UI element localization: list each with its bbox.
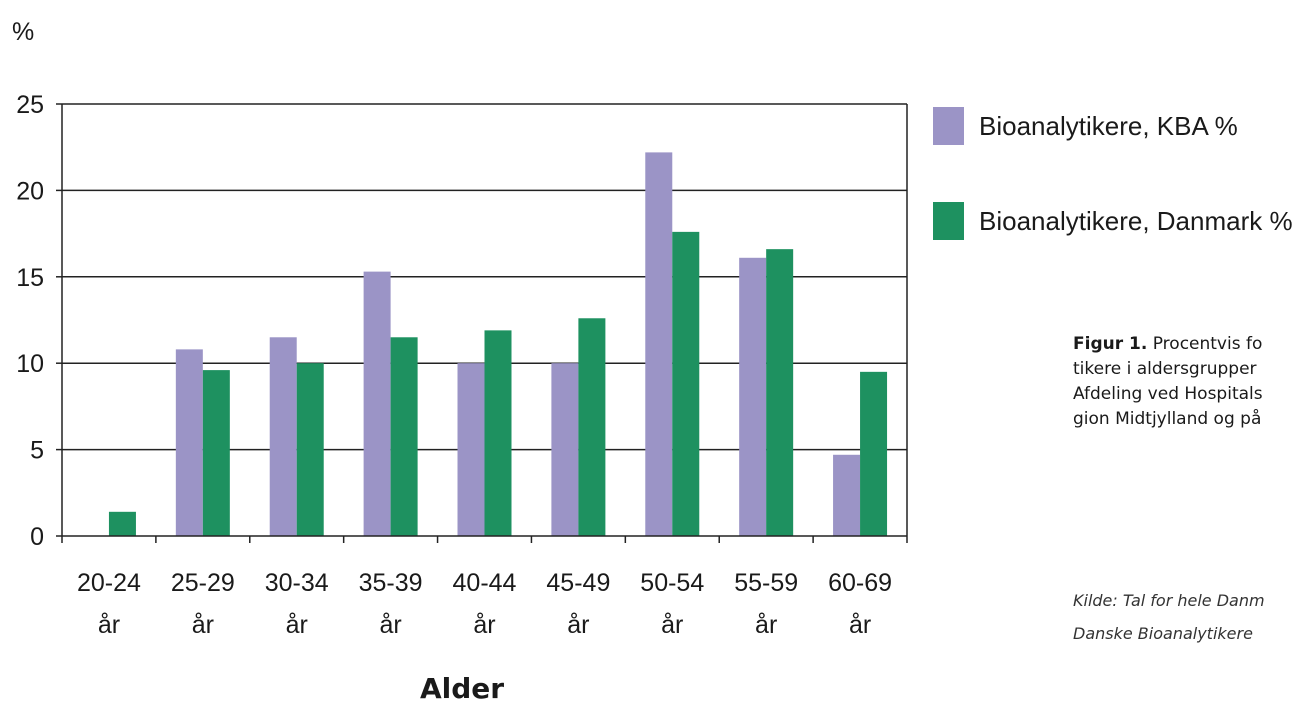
x-tick-label: 55-59 xyxy=(734,569,798,597)
bar-series-2 xyxy=(860,371,888,536)
bar-series-1 xyxy=(269,337,297,536)
caption-line: tikere i aldersgrupper xyxy=(1073,359,1257,379)
figure-label: Figur 1. xyxy=(1073,334,1148,354)
caption-text: Procentvis fo xyxy=(1152,334,1263,354)
caption-line: Figur 1. Procentvis fo xyxy=(1073,332,1316,357)
x-tick-label: 40-44 xyxy=(453,569,517,597)
bar-series-1 xyxy=(175,349,203,536)
source-line: Kilde: Tal for hele Danm xyxy=(1073,591,1265,610)
bar-series-1 xyxy=(739,257,767,536)
x-tick-label-unit: år xyxy=(849,611,871,639)
x-tick-label: 30-34 xyxy=(265,569,329,597)
x-tick-label: 45-49 xyxy=(546,569,610,597)
x-tick-label: 20-24 xyxy=(77,569,141,597)
figure-caption: Figur 1. Procentvis fo tikere i aldersgr… xyxy=(1073,332,1316,432)
x-tick-label: 35-39 xyxy=(359,569,423,597)
x-tick-labels: 20-24 år 25-29 år 30-34 år 35-39 år 40-44 år 45-49… xyxy=(77,569,892,639)
y-tick-label: 20 xyxy=(16,177,44,205)
x-tick-label-unit: år xyxy=(286,611,308,639)
legend-label: Bioanalytikere, KBA % xyxy=(979,111,1238,141)
bar-series-2 xyxy=(202,370,230,536)
y-axis-label: % xyxy=(12,18,34,46)
x-tick-label-unit: år xyxy=(473,611,495,639)
x-tick-label-unit: år xyxy=(755,611,777,639)
legend: Bioanalytikere, KBA % Bioanalytikere, Dan… xyxy=(933,107,1293,240)
bar-series-2 xyxy=(108,511,136,536)
x-tick-label: 50-54 xyxy=(640,569,704,597)
y-tick-label: 25 xyxy=(16,91,44,119)
caption-line: Afdeling ved Hospitals xyxy=(1073,384,1263,404)
source-line: Danske Bioanalytikere xyxy=(1073,624,1253,643)
y-tick-label: 10 xyxy=(16,350,44,378)
legend-swatch xyxy=(933,202,964,240)
axes xyxy=(61,104,908,543)
bar-series-1 xyxy=(363,271,391,536)
bar-series-2 xyxy=(766,249,794,537)
legend-label: Bioanalytikere, Danmark % xyxy=(979,206,1293,236)
legend-swatch xyxy=(933,107,964,145)
y-tick-label: 5 xyxy=(30,437,44,465)
bar-series-1 xyxy=(833,454,861,536)
bar-series-1 xyxy=(551,363,579,536)
y-tick-label: 15 xyxy=(16,264,44,292)
bar-series-2 xyxy=(578,318,606,536)
y-tick-label: 0 xyxy=(30,523,44,551)
x-tick-label-unit: år xyxy=(661,611,683,639)
x-tick-label-unit: år xyxy=(98,611,120,639)
y-tick-labels: 0 5 10 15 20 25 xyxy=(16,91,44,551)
bar-series-2 xyxy=(484,330,512,536)
bar-series-2 xyxy=(672,231,700,536)
bars xyxy=(108,152,888,537)
x-tick-label: 25-29 xyxy=(171,569,235,597)
source-note: Kilde: Tal for hele Danm Danske Bioanaly… xyxy=(1073,584,1316,650)
x-tick-label: 60-69 xyxy=(828,569,892,597)
x-tick-label-unit: år xyxy=(192,611,214,639)
x-tick-label-unit: år xyxy=(567,611,589,639)
bar-series-1 xyxy=(457,363,485,536)
x-tick-label-unit: år xyxy=(379,611,401,639)
bar-series-1 xyxy=(645,152,673,536)
bar-series-2 xyxy=(296,363,324,536)
bar-series-2 xyxy=(390,337,418,536)
x-axis-label: Alder xyxy=(420,672,504,705)
caption-line: gion Midtjylland og på xyxy=(1073,409,1262,429)
